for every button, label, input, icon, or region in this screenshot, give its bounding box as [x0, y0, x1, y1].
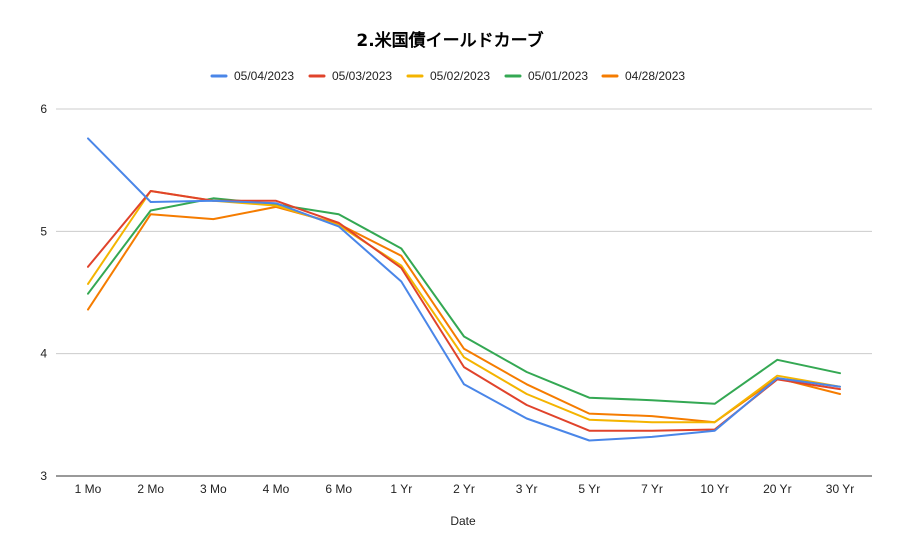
series-line-05-04-2023 — [87, 137, 841, 442]
x-axis-label: Date — [450, 514, 476, 528]
series-line-05-01-2023 — [87, 197, 841, 405]
legend-item[interactable]: 05/04/2023 — [210, 69, 294, 83]
x-tick-label: 10 Yr — [700, 482, 728, 496]
x-tick-label: 1 Yr — [390, 482, 412, 496]
legend-label: 05/01/2023 — [528, 69, 588, 83]
x-tick-label: 20 Yr — [763, 482, 791, 496]
x-tick-label: 30 Yr — [826, 482, 854, 496]
gridlines — [56, 108, 872, 477]
chart-title: 2.米国債イールドカーブ — [356, 30, 543, 51]
y-tick-label: 4 — [40, 347, 47, 361]
x-tick-label: 1 Mo — [75, 482, 102, 496]
legend-label: 05/04/2023 — [234, 69, 294, 83]
x-tick-label: 6 Mo — [325, 482, 352, 496]
legend-label: 04/28/2023 — [625, 69, 685, 83]
x-tick-label: 7 Yr — [641, 482, 663, 496]
y-tick-label: 6 — [40, 102, 47, 116]
x-tick-label: 2 Mo — [137, 482, 164, 496]
series-line-04-28-2023 — [87, 205, 841, 424]
y-axis-ticks: 3 4 5 6 — [40, 102, 47, 483]
legend-label: 05/03/2023 — [332, 69, 392, 83]
legend-label: 05/02/2023 — [430, 69, 490, 83]
y-tick-label: 5 — [40, 224, 47, 238]
legend-item[interactable]: 05/02/2023 — [406, 69, 490, 83]
x-tick-label: 3 Mo — [200, 482, 227, 496]
legend-item[interactable]: 05/01/2023 — [504, 69, 588, 83]
x-tick-label: 5 Yr — [578, 482, 600, 496]
legend-item[interactable]: 04/28/2023 — [601, 69, 685, 83]
x-axis-ticks: 1 Mo 2 Mo 3 Mo 4 Mo 6 Mo 1 Yr 2 Yr 3 Yr 5 Yr 7 Yr… — [75, 482, 855, 496]
legend-item[interactable]: 05/03/2023 — [308, 69, 392, 83]
legend: 05/04/2023 05/03/2023 05/02/2023 05/01/2023… — [210, 69, 685, 83]
series-line-05-02-2023 — [87, 190, 841, 424]
x-tick-label: 4 Mo — [263, 482, 290, 496]
x-tick-label: 2 Yr — [453, 482, 475, 496]
y-tick-label: 3 — [40, 469, 47, 483]
series-lines — [87, 137, 841, 442]
x-tick-label: 3 Yr — [516, 482, 538, 496]
